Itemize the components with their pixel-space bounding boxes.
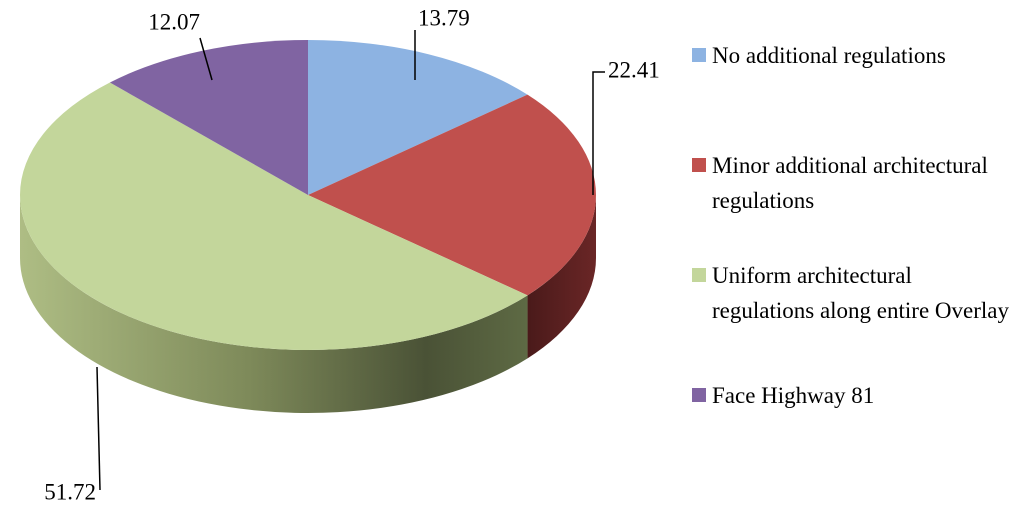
slice	[109, 40, 308, 195]
data-label: 22.41	[608, 57, 660, 82]
slice-side	[527, 195, 596, 359]
slice-side	[20, 195, 528, 414]
legend-label: No additional regulations	[712, 43, 946, 68]
leader-line	[592, 71, 605, 195]
slice	[20, 82, 528, 350]
legend-item: No additional regulations	[692, 38, 1012, 73]
legend-label: Face Highway 81	[712, 383, 875, 408]
data-label: 13.79	[418, 5, 470, 30]
leader-line	[96, 366, 101, 491]
data-label: 51.72	[44, 479, 96, 504]
slice	[308, 94, 596, 296]
legend-swatch	[692, 48, 706, 62]
slice	[308, 40, 528, 195]
legend-swatch	[692, 268, 706, 282]
legend-item: Face Highway 81	[692, 378, 1012, 413]
legend-item: Minor additional architectural regulatio…	[692, 148, 1012, 218]
legend-label: Uniform architectural regulations along …	[712, 263, 1009, 323]
data-label: 12.07	[148, 9, 200, 34]
leader-line	[199, 37, 213, 81]
legend-item: Uniform architectural regulations along …	[692, 258, 1012, 328]
legend-swatch	[692, 158, 706, 172]
legend-swatch	[692, 388, 706, 402]
legend-label: Minor additional architectural regulatio…	[712, 153, 988, 213]
